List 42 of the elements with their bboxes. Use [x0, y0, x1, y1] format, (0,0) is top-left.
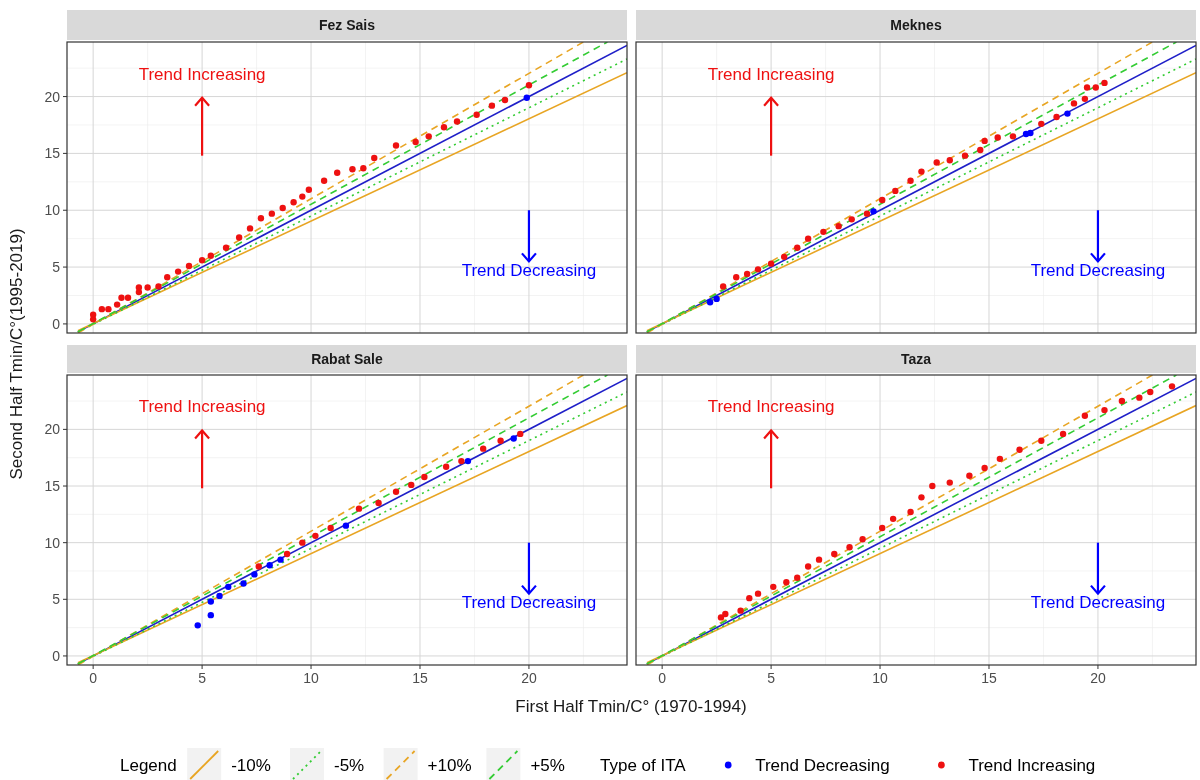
- x-tick-label: 10: [303, 670, 320, 686]
- y-tick-label: 5: [52, 591, 61, 608]
- y-tick-label: 0: [52, 315, 61, 332]
- legend-label: +10%: [427, 756, 472, 775]
- x-tick-label: 0: [658, 670, 667, 686]
- legend-label: -5%: [334, 756, 365, 775]
- annotation: Trend Increasing: [138, 397, 266, 417]
- chart-title: Rabat Sale: [311, 351, 383, 367]
- annotation: Trend Decreasing: [1030, 593, 1166, 613]
- chart-title: Meknes: [890, 17, 942, 33]
- annotation: Trend Decreasing: [461, 261, 597, 281]
- x-tick-label: 5: [198, 670, 207, 686]
- annotation: Trend Increasing: [707, 64, 835, 84]
- y-tick-label: 10: [44, 534, 61, 551]
- x-tick-label: 20: [1090, 670, 1106, 686]
- annotation: Trend Increasing: [138, 64, 266, 84]
- y-tick-label: 15: [44, 478, 61, 495]
- legend-label: +5%: [530, 756, 565, 775]
- y-tick-label: 15: [44, 145, 61, 162]
- x-tick-label: 10: [872, 670, 889, 686]
- y-tick-label: 10: [44, 202, 61, 219]
- legend-title: Legend: [120, 756, 177, 775]
- annotation: Trend Decreasing: [1030, 261, 1166, 281]
- chart-title: Fez Sais: [318, 17, 376, 33]
- y-tick-label: 5: [52, 259, 61, 276]
- x-tick-label: 15: [412, 670, 428, 686]
- y-axis-title: Second Half Tmin/C°(1995-2019): [7, 228, 26, 480]
- x-tick-label: 20: [521, 670, 537, 686]
- x-tick-label: 0: [89, 670, 98, 686]
- text: Type of ITA: [600, 756, 687, 775]
- legend-label: Trend Increasing: [968, 756, 1096, 775]
- chart-title: Taza: [900, 351, 932, 367]
- y-tick-label: 20: [44, 88, 61, 105]
- annotation: Trend Decreasing: [461, 593, 597, 613]
- annotation: Trend Increasing: [707, 397, 835, 417]
- x-tick-label: 5: [767, 670, 776, 686]
- x-tick-label: 15: [981, 670, 997, 686]
- x-axis-title: First Half Tmin/C° (1970-1994): [515, 697, 747, 716]
- y-tick-label: 20: [44, 421, 61, 438]
- y-tick-label: 0: [52, 647, 61, 664]
- legend-label: Trend Decreasing: [755, 756, 890, 775]
- legend-label: -10%: [231, 756, 271, 775]
